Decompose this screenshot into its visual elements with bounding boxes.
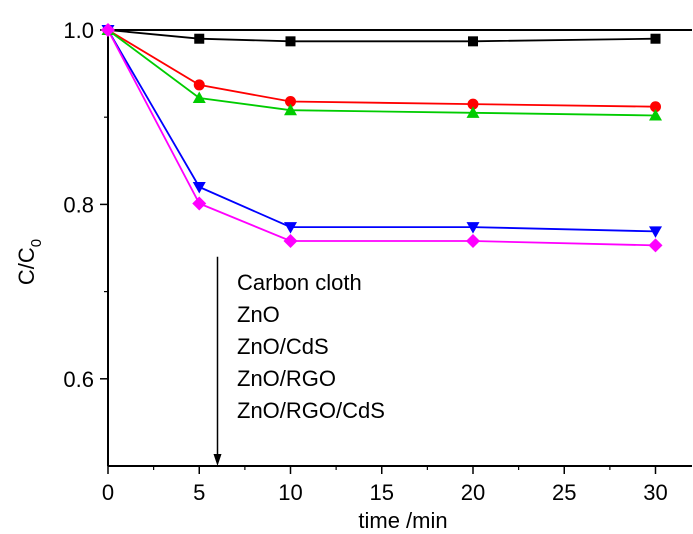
y-tick-label: 1.0 (63, 18, 94, 43)
series-line (107, 29, 656, 43)
data-point-diamond (648, 238, 663, 253)
x-tick-label: 25 (552, 480, 576, 505)
y-axis-label-subscript: 0 (28, 239, 45, 247)
x-tick-label: 20 (461, 480, 485, 505)
y-tick-label: 0.6 (63, 367, 94, 392)
data-point-triangle-up (466, 106, 480, 118)
data-point-circle (650, 101, 661, 113)
plot-frame (107, 29, 692, 467)
legend: Carbon cloth ZnO ZnO/CdS ZnO/RGO ZnO/RGO/CdS (237, 270, 385, 423)
legend-entry: ZnO/RGO (237, 366, 336, 391)
data-point-triangle-up (192, 91, 206, 104)
x-tick-label: 30 (643, 480, 667, 505)
y-axis-label: C/C0 (14, 239, 45, 285)
data-point-circle (285, 96, 296, 108)
arrow-annotation (213, 256, 222, 466)
series-line (107, 29, 656, 247)
arrow-head (213, 454, 222, 466)
data-point-diamond (101, 23, 115, 37)
x-tick-label: 15 (370, 480, 394, 505)
data-point-triangle-down (466, 222, 480, 234)
y-axis-label-main: C/C (14, 247, 39, 285)
x-axis-label: time /min (358, 508, 447, 533)
data-point-triangle-up (649, 108, 662, 121)
axis-ticks: 0 5 10 15 20 25 30 0.6 0.8 1.0 (63, 18, 667, 505)
data-point-square (468, 36, 478, 47)
data-point-triangle-down (649, 226, 662, 238)
data-point-circle (193, 79, 205, 91)
legend-entry: ZnO (237, 302, 280, 327)
data-point-diamond (283, 234, 298, 249)
x-tick-label: 0 (102, 480, 114, 505)
y-tick-label: 0.8 (63, 192, 94, 217)
x-tick-label: 10 (278, 480, 302, 505)
series-line (107, 29, 656, 233)
data-point-square (650, 33, 661, 44)
series-markers (101, 23, 663, 253)
data-point-circle (467, 98, 479, 110)
data-point-diamond (192, 196, 207, 211)
data-point-triangle-up (284, 103, 297, 116)
data-point-square (285, 36, 296, 47)
data-point-square (194, 33, 205, 44)
legend-entry: ZnO/CdS (237, 334, 329, 359)
series-lines (107, 29, 656, 247)
x-tick-label: 5 (193, 480, 205, 505)
legend-entry: ZnO/RGO/CdS (237, 398, 385, 423)
data-point-diamond (466, 234, 480, 249)
legend-entry: Carbon cloth (237, 270, 362, 295)
data-point-triangle-down (192, 181, 206, 194)
data-point-triangle-down (284, 222, 297, 234)
